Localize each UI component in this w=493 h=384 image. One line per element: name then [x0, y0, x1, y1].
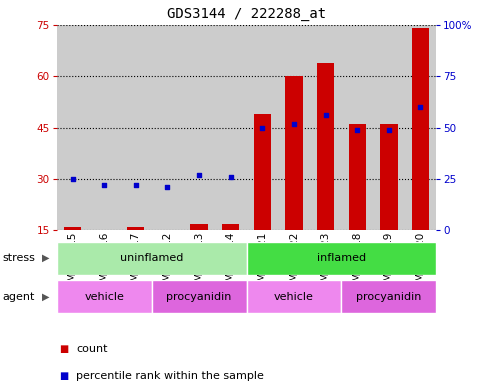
Bar — [88, 25, 120, 230]
Text: ■: ■ — [59, 371, 69, 381]
Point — [195, 172, 203, 178]
Bar — [57, 280, 152, 313]
Bar — [412, 28, 429, 230]
Bar — [310, 25, 341, 230]
Bar — [349, 124, 366, 230]
Point — [258, 124, 266, 131]
Point — [417, 104, 424, 110]
Bar — [127, 227, 144, 230]
Bar — [64, 227, 81, 230]
Text: procyanidin: procyanidin — [166, 291, 232, 302]
Bar — [317, 63, 334, 230]
Bar — [159, 230, 176, 231]
Bar — [183, 25, 215, 230]
Text: percentile rank within the sample: percentile rank within the sample — [76, 371, 264, 381]
Text: procyanidin: procyanidin — [356, 291, 422, 302]
Bar — [96, 230, 113, 231]
Text: ▶: ▶ — [42, 253, 49, 263]
Bar — [341, 25, 373, 230]
Bar — [222, 223, 240, 230]
Title: GDS3144 / 222288_at: GDS3144 / 222288_at — [167, 7, 326, 21]
Point — [353, 127, 361, 133]
Bar — [246, 242, 436, 275]
Point — [227, 174, 235, 180]
Bar — [57, 25, 88, 230]
Bar — [152, 25, 183, 230]
Text: ▶: ▶ — [42, 291, 49, 302]
Point — [69, 176, 76, 182]
Point — [100, 182, 108, 188]
Bar — [278, 25, 310, 230]
Text: stress: stress — [2, 253, 35, 263]
Point — [290, 121, 298, 127]
Text: count: count — [76, 344, 108, 354]
Text: ■: ■ — [59, 344, 69, 354]
Point — [164, 184, 172, 190]
Bar — [57, 242, 246, 275]
Bar — [152, 280, 246, 313]
Bar — [215, 25, 246, 230]
Bar — [120, 25, 152, 230]
Bar — [190, 223, 208, 230]
Bar — [341, 280, 436, 313]
Bar — [253, 114, 271, 230]
Bar — [246, 25, 278, 230]
Text: agent: agent — [2, 291, 35, 302]
Text: uninflamed: uninflamed — [120, 253, 183, 263]
Point — [385, 127, 393, 133]
Bar — [285, 76, 303, 230]
Text: vehicle: vehicle — [274, 291, 314, 302]
Bar — [373, 25, 405, 230]
Text: vehicle: vehicle — [84, 291, 124, 302]
Bar — [405, 25, 436, 230]
Bar — [246, 280, 341, 313]
Point — [321, 112, 329, 118]
Bar — [380, 124, 397, 230]
Point — [132, 182, 140, 188]
Text: inflamed: inflamed — [317, 253, 366, 263]
